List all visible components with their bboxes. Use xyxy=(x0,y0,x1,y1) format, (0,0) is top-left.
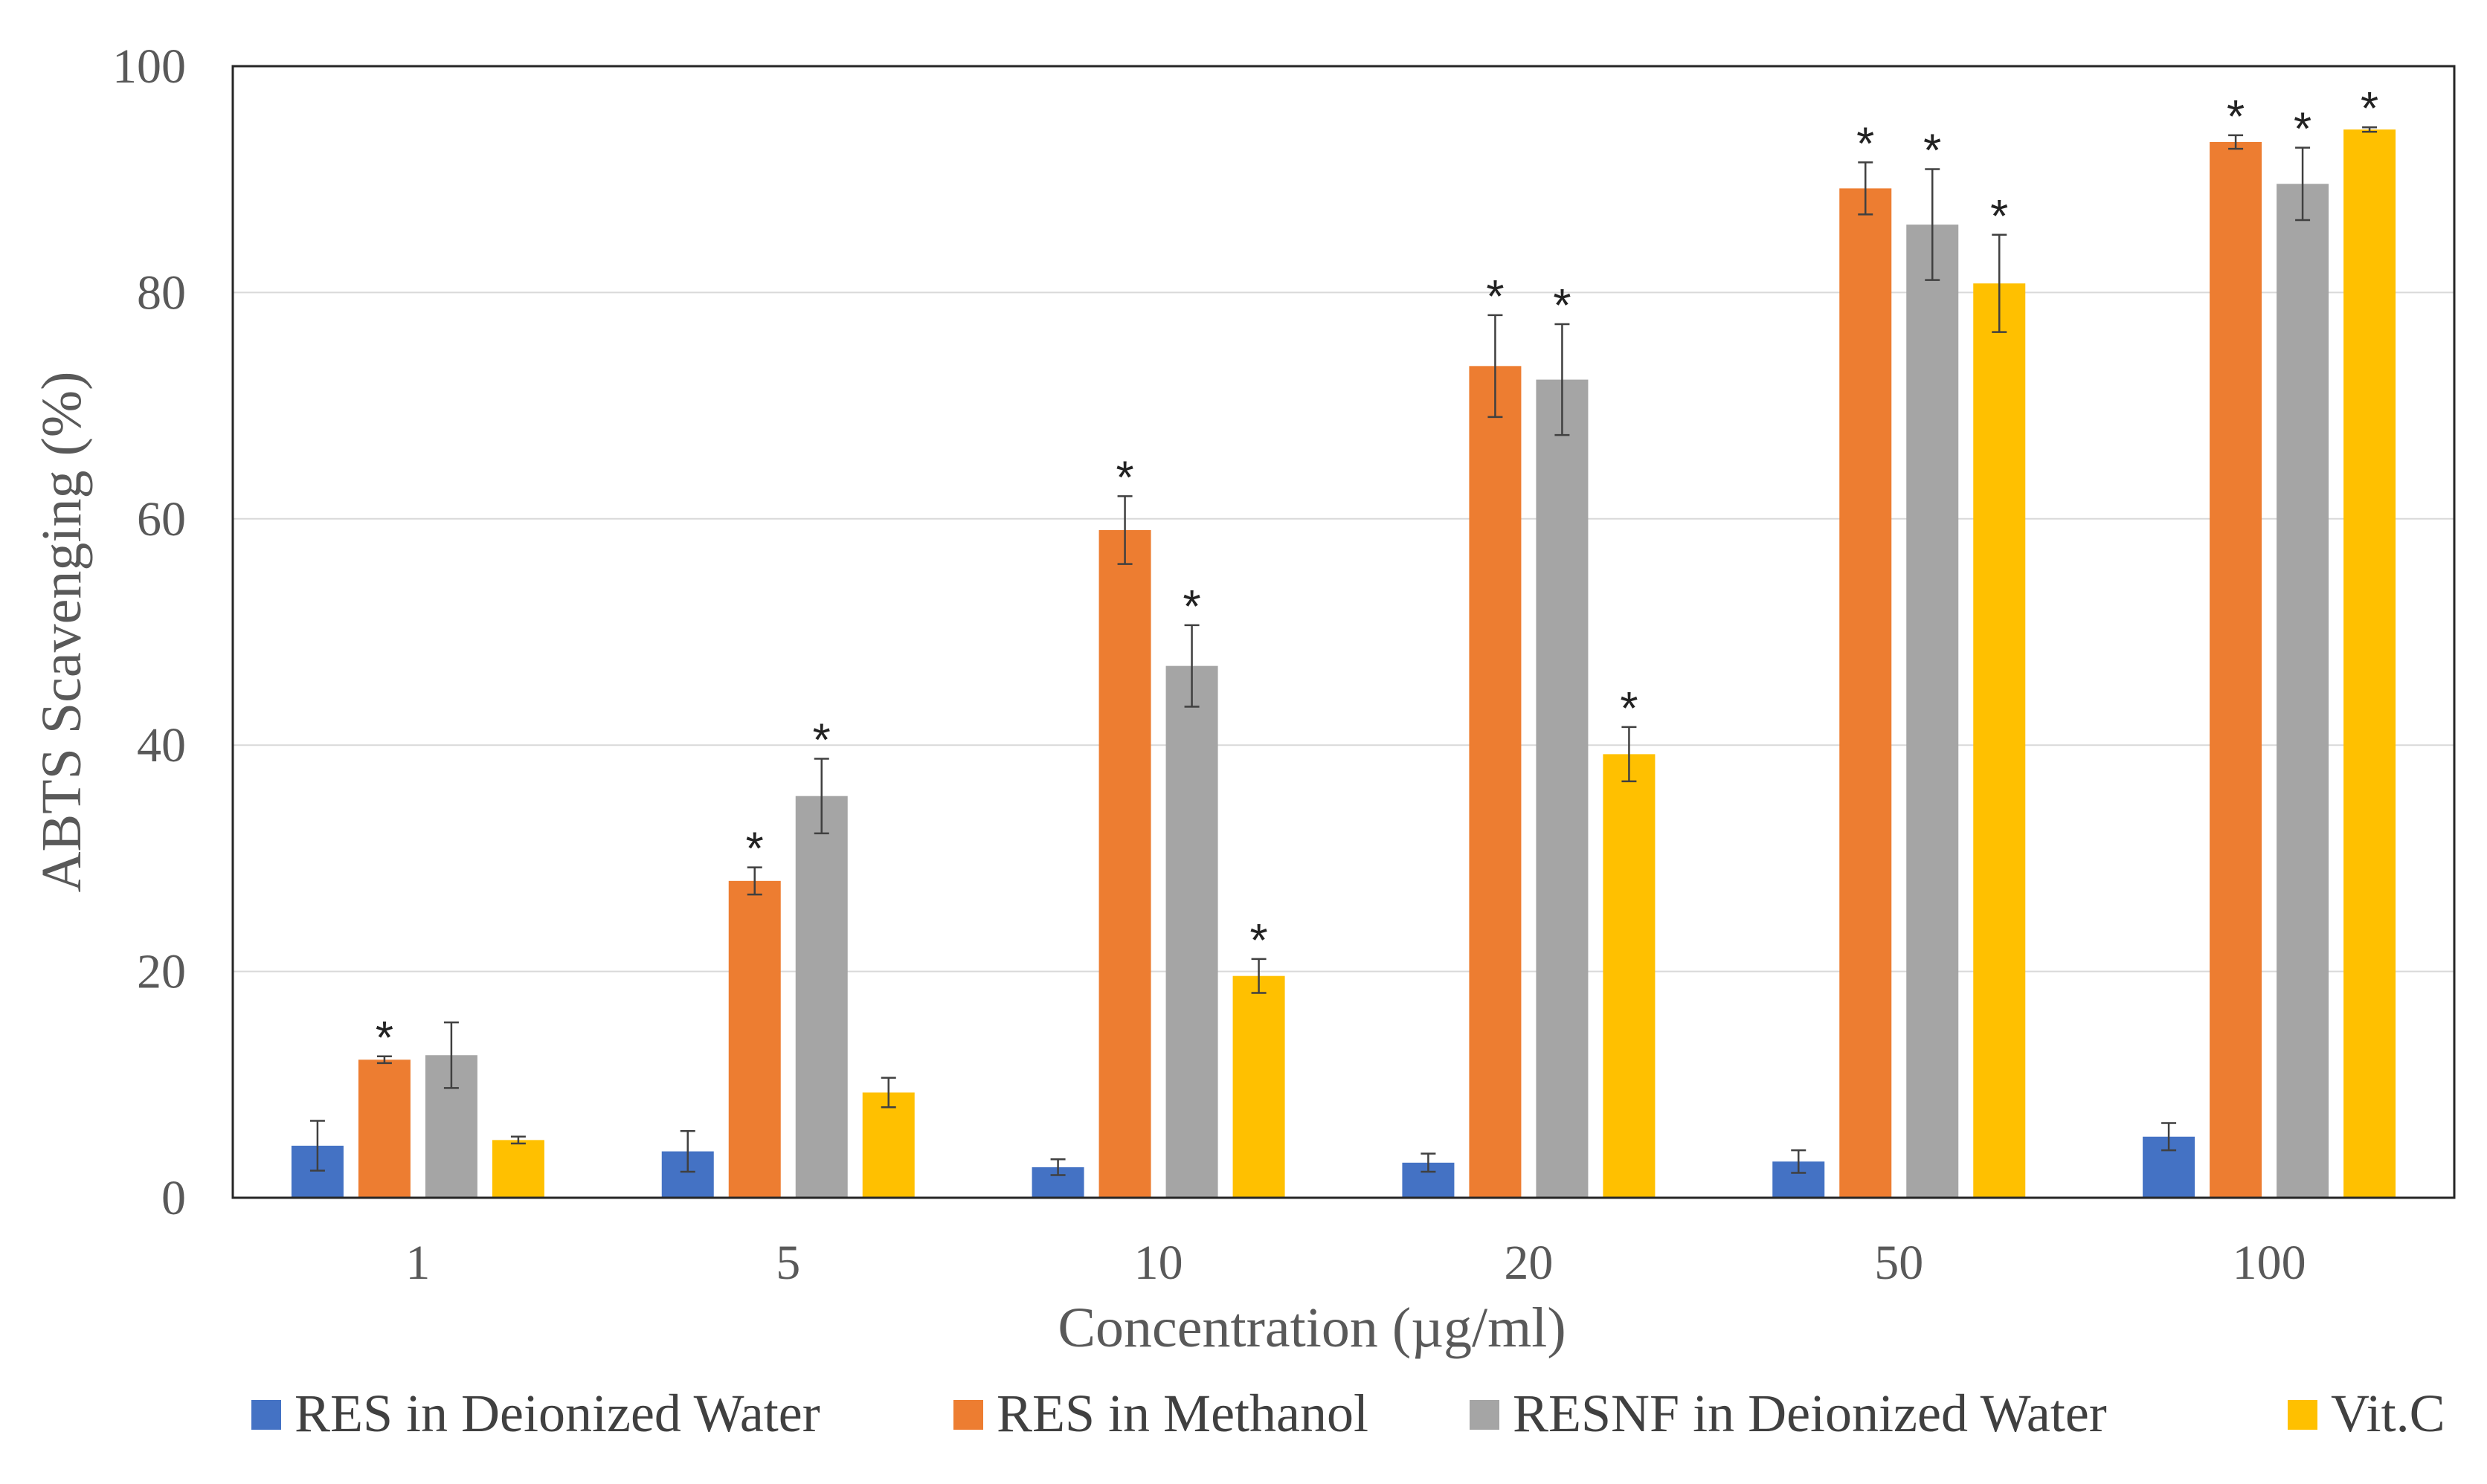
legend-label: RESNF in Deionized Water xyxy=(1513,1384,2107,1443)
significance-star: * xyxy=(1990,191,2008,242)
significance-star: * xyxy=(1183,581,1201,633)
significance-star: * xyxy=(2361,83,2378,135)
error-bar xyxy=(680,1129,695,1173)
bar-series-2-cat-1 xyxy=(795,796,848,1198)
error-bar xyxy=(2362,126,2378,133)
y-tick-label: 80 xyxy=(137,265,186,320)
error-bar xyxy=(814,758,829,835)
bar-series-2-cat-2 xyxy=(1165,665,1218,1198)
bar-series-1-cat-3 xyxy=(1469,366,1522,1199)
bar-series-2-cat-5 xyxy=(2277,184,2329,1199)
error-bar xyxy=(376,1055,392,1065)
significance-star: * xyxy=(1250,915,1268,967)
error-bar xyxy=(1554,323,1570,436)
legend-swatch xyxy=(251,1400,281,1430)
error-bar xyxy=(1858,161,1873,216)
error-bar xyxy=(443,1021,459,1089)
x-tick-label: 5 xyxy=(776,1236,800,1290)
error-bar xyxy=(747,866,762,896)
x-tick-label: 1 xyxy=(405,1236,430,1290)
legend: RES in Deionized Water RES in Methanol RES… xyxy=(251,1384,2445,1443)
error-bar xyxy=(1925,168,1940,281)
significance-star: * xyxy=(2227,91,2245,143)
x-tick-label: 10 xyxy=(1134,1236,1183,1290)
y-axis-ticks: 0 20 40 60 80 100 xyxy=(112,39,186,1225)
legend-item: RES in Deionized Water xyxy=(251,1384,820,1443)
legend-item: RESNF in Deionized Water xyxy=(1470,1384,2107,1443)
significance-star: * xyxy=(746,824,764,875)
error-bar xyxy=(1421,1152,1436,1173)
y-tick-label: 20 xyxy=(137,945,186,999)
legend-item: Vit.C xyxy=(2288,1384,2445,1443)
x-tick-label: 20 xyxy=(1504,1236,1553,1290)
legend-label: RES in Methanol xyxy=(997,1384,1368,1443)
bar-series-3-cat-2 xyxy=(1232,975,1285,1198)
error-bar xyxy=(1791,1149,1806,1174)
bar-series-3-cat-0 xyxy=(492,1140,544,1198)
legend-item: RES in Methanol xyxy=(953,1384,1368,1443)
significance-star: * xyxy=(1486,271,1504,323)
y-tick-label: 100 xyxy=(112,39,186,94)
bar-series-3-cat-5 xyxy=(2343,129,2396,1199)
legend-swatch xyxy=(1470,1400,1499,1430)
bar-series-3-cat-3 xyxy=(1603,754,1656,1198)
x-axis-title: Concentration (µg/ml) xyxy=(1058,1297,1566,1359)
significance-star: * xyxy=(1116,452,1134,503)
x-tick-label: 50 xyxy=(1874,1236,1923,1290)
error-bar xyxy=(510,1135,526,1145)
error-bar xyxy=(1251,958,1267,994)
bar-series-2-cat-3 xyxy=(1536,379,1589,1198)
error-bar xyxy=(1184,624,1200,708)
legend-swatch xyxy=(2288,1400,2317,1430)
bar-series-1-cat-0 xyxy=(358,1059,411,1198)
error-bar xyxy=(1992,233,2007,333)
significance-star: * xyxy=(2294,104,2311,155)
significance-star: * xyxy=(813,714,831,766)
error-bar xyxy=(2161,1122,2177,1152)
bar-series-1-cat-4 xyxy=(1839,188,1892,1199)
error-bar xyxy=(2295,146,2311,222)
significance-star: * xyxy=(1923,126,1941,177)
error-bar xyxy=(309,1120,325,1172)
x-tick-label: 100 xyxy=(2233,1236,2306,1290)
y-tick-label: 60 xyxy=(137,492,186,546)
gridlines xyxy=(233,291,2454,972)
error-bar xyxy=(1050,1158,1066,1176)
error-bar xyxy=(2228,134,2244,150)
bar-series-1-cat-1 xyxy=(728,880,781,1198)
bar-series-1-cat-2 xyxy=(1098,530,1151,1198)
significance-star: * xyxy=(376,1013,393,1064)
significance-markers: * * * * * * * * * * * * * * * xyxy=(376,83,2378,1064)
significance-star: * xyxy=(1553,280,1571,332)
error-bar xyxy=(1117,495,1133,565)
legend-label: RES in Deionized Water xyxy=(295,1384,820,1443)
legend-swatch xyxy=(953,1400,983,1430)
bar-series-3-cat-4 xyxy=(1973,283,2026,1198)
error-bar xyxy=(1487,314,1503,419)
error-bar xyxy=(881,1077,896,1109)
bar-series-1-cat-5 xyxy=(2210,141,2262,1198)
significance-star: * xyxy=(1620,683,1638,735)
y-axis-title: ABTS Scavenging (%) xyxy=(30,372,93,893)
plot-frame xyxy=(231,65,2456,1199)
bars xyxy=(291,129,2396,1199)
bar-series-2-cat-4 xyxy=(1906,225,1959,1199)
legend-label: Vit.C xyxy=(2331,1384,2445,1443)
error-bars xyxy=(309,126,2378,1176)
x-axis-ticks: 1 5 10 20 50 100 xyxy=(405,1236,2306,1290)
y-tick-label: 40 xyxy=(137,718,186,772)
y-tick-label: 0 xyxy=(161,1171,186,1225)
bar-series-3-cat-1 xyxy=(862,1092,915,1198)
significance-star: * xyxy=(1856,118,1874,170)
error-bar xyxy=(1621,726,1637,783)
